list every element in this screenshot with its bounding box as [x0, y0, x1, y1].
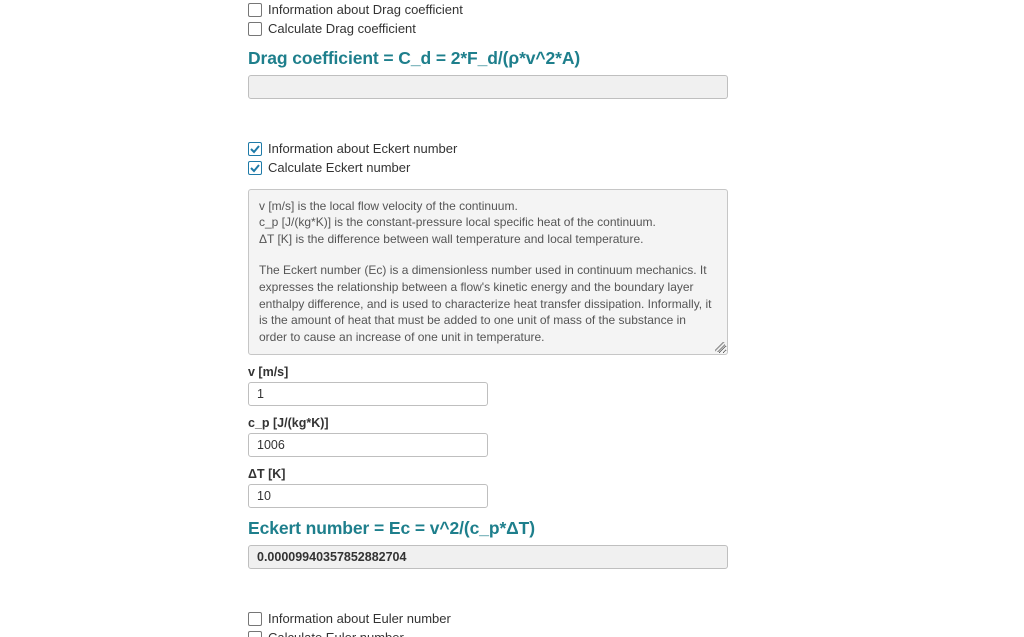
- page-root: Information about Drag coefficient Calcu…: [0, 0, 1024, 637]
- eckert-info-line: c_p [J/(kg*K)] is the constant-pressure …: [259, 214, 717, 231]
- eckert-v-value: 1: [257, 387, 264, 401]
- checkbox-icon: [248, 142, 262, 156]
- eckert-cp-value: 1006: [257, 438, 285, 452]
- drag-title: Drag coefficient = C_d = 2*F_d/(ρ*v^2*A): [248, 48, 728, 69]
- eckert-calc-checkbox-row[interactable]: Calculate Eckert number: [248, 160, 728, 177]
- drag-calc-checkbox-row[interactable]: Calculate Drag coefficient: [248, 21, 728, 38]
- eckert-info-textarea[interactable]: v [m/s] is the local flow velocity of th…: [248, 189, 728, 355]
- eckert-info-line: ΔT [K] is the difference between wall te…: [259, 231, 717, 248]
- checkbox-icon: [248, 631, 262, 637]
- eckert-result-output: 0.00009940357852882704: [248, 545, 728, 569]
- euler-info-checkbox-label: Information about Euler number: [268, 611, 451, 628]
- checkbox-icon: [248, 161, 262, 175]
- checkbox-icon: [248, 22, 262, 36]
- eckert-cp-input[interactable]: 1006: [248, 433, 488, 457]
- eckert-dT-label: ΔT [K]: [248, 467, 728, 481]
- form-content: Information about Drag coefficient Calcu…: [248, 0, 728, 637]
- eckert-dT-input[interactable]: 10: [248, 484, 488, 508]
- euler-calc-checkbox-row[interactable]: Calculate Euler number: [248, 630, 728, 637]
- drag-info-checkbox-row[interactable]: Information about Drag coefficient: [248, 2, 728, 19]
- eckert-v-label: v [m/s]: [248, 365, 728, 379]
- eckert-info-paragraph: The Eckert number (Ec) is a dimensionles…: [259, 262, 717, 346]
- euler-calc-checkbox-label: Calculate Euler number: [268, 630, 404, 637]
- euler-info-checkbox-row[interactable]: Information about Euler number: [248, 611, 728, 628]
- eckert-info-line: v [m/s] is the local flow velocity of th…: [259, 198, 717, 215]
- eckert-title: Eckert number = Ec = v^2/(c_p*ΔT): [248, 518, 728, 539]
- eckert-info-checkbox-row[interactable]: Information about Eckert number: [248, 141, 728, 158]
- checkbox-icon: [248, 612, 262, 626]
- eckert-info-checkbox-label: Information about Eckert number: [268, 141, 457, 158]
- drag-calc-checkbox-label: Calculate Drag coefficient: [268, 21, 416, 38]
- drag-result-output: [248, 75, 728, 99]
- eckert-v-input[interactable]: 1: [248, 382, 488, 406]
- eckert-dT-value: 10: [257, 489, 271, 503]
- eckert-calc-checkbox-label: Calculate Eckert number: [268, 160, 410, 177]
- drag-info-checkbox-label: Information about Drag coefficient: [268, 2, 463, 19]
- eckert-cp-label: c_p [J/(kg*K)]: [248, 416, 728, 430]
- checkbox-icon: [248, 3, 262, 17]
